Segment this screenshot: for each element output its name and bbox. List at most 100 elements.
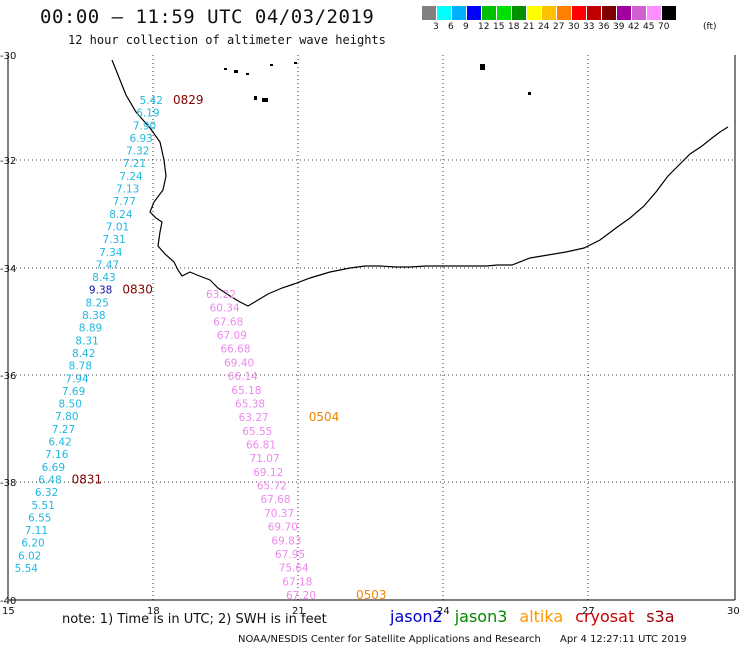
satellite-jason3: jason3	[454, 607, 508, 626]
footer-timestamp: Apr 4 12:27:11 UTC 2019	[560, 634, 687, 645]
swh-value: 9.38	[89, 285, 112, 297]
time-label: 0829	[173, 93, 204, 107]
swh-value: 7.24	[119, 171, 143, 183]
legend-label: 15	[493, 22, 505, 32]
legend-swatch	[467, 6, 482, 20]
footer-credit: NOAA/NESDIS Center for Satellite Applica…	[238, 634, 541, 645]
swh-value: 8.31	[75, 335, 98, 347]
swh-value: 75.64	[279, 563, 309, 575]
swh-value: 71.07	[250, 453, 280, 465]
swh-value: 6.55	[28, 512, 51, 524]
time-label: 0830	[122, 283, 153, 297]
swh-value: 66.14	[228, 371, 258, 383]
swh-value: 7.31	[102, 234, 125, 246]
lat-tick-label: -40	[0, 596, 16, 607]
legend-label: 45	[643, 22, 655, 32]
legend-label: 18	[508, 22, 520, 32]
legend-label: 9	[463, 22, 469, 32]
swh-value: 67.68	[213, 316, 243, 328]
swh-value: 69.83	[271, 535, 301, 547]
swh-value: 6.93	[129, 133, 152, 145]
island	[224, 68, 227, 70]
legend-label: 42	[628, 22, 640, 32]
color-legend	[422, 6, 677, 20]
swh-value: 67.20	[286, 590, 316, 602]
coastline	[111, 59, 729, 307]
swh-value: 7.34	[99, 247, 123, 259]
lon-tick-label: 30	[727, 606, 740, 617]
swh-value: 7.01	[106, 221, 129, 233]
lat-tick-label: -34	[0, 264, 16, 275]
swh-value: 67.18	[282, 576, 312, 588]
legend-label: 3	[433, 22, 439, 32]
island	[246, 73, 249, 75]
swh-value: 6.48	[38, 474, 61, 486]
swh-value: 67.95	[275, 549, 305, 561]
legend-swatch	[557, 6, 572, 20]
swh-value: 67.09	[217, 330, 247, 342]
note-text: note: 1) Time is in UTC; 2) SWH is in fe…	[62, 612, 327, 627]
swh-value: 7.77	[113, 196, 136, 208]
swh-value: 65.18	[231, 385, 261, 397]
island	[254, 96, 257, 100]
swh-value: 6.20	[21, 538, 44, 550]
legend-swatch	[452, 6, 467, 20]
swh-value: 8.50	[59, 399, 82, 411]
legend-unit: (ft)	[703, 22, 717, 32]
swh-value: 7.16	[45, 449, 69, 461]
legend-label: 30	[568, 22, 580, 32]
satellite-legend: jason2 jason3 altika cryosat s3a	[390, 607, 687, 626]
legend-label: 6	[448, 22, 454, 32]
swh-value: 6.69	[42, 462, 65, 474]
swh-value: 7.27	[52, 424, 75, 436]
legend-swatch	[422, 6, 437, 20]
island	[262, 98, 268, 102]
axis-ticks: 15 18 21 24 27 30 -30 -32 -34 -36 -38 -40	[0, 51, 740, 617]
legend-label: 70	[658, 22, 670, 32]
swh-value: 5.51	[32, 500, 55, 512]
swh-value: 7.90	[133, 120, 156, 132]
graticule	[8, 55, 735, 600]
swh-value: 63.27	[239, 412, 269, 424]
legend-swatch	[512, 6, 527, 20]
legend-label: 36	[598, 22, 610, 32]
swh-value: 69.40	[224, 357, 254, 369]
lon-tick-label: 15	[2, 606, 15, 617]
time-label: 0504	[309, 410, 340, 424]
swh-value: 6.42	[48, 437, 71, 449]
legend-swatch	[632, 6, 647, 20]
island	[528, 92, 531, 95]
swh-value: 6.19	[136, 108, 159, 120]
swh-value: 7.13	[116, 184, 139, 196]
swh-value: 6.02	[18, 550, 41, 562]
legend-swatch	[437, 6, 452, 20]
legend-swatch	[482, 6, 497, 20]
swh-value: 7.94	[65, 373, 89, 385]
swh-value: 65.55	[242, 426, 272, 438]
swh-value: 70.37	[264, 508, 294, 520]
swh-value: 66.68	[220, 344, 250, 356]
footer: NOAA/NESDIS Center for Satellite Applica…	[238, 634, 687, 645]
swh-value: 5.42	[140, 95, 163, 107]
time-label: 0831	[72, 472, 103, 486]
legend-label: 12	[478, 22, 490, 32]
legend-swatch	[662, 6, 677, 20]
swh-value: 69.70	[268, 522, 298, 534]
island	[294, 62, 297, 64]
lat-tick-label: -32	[0, 156, 16, 167]
lon-tick-label: 18	[147, 606, 160, 617]
swh-value: 8.78	[69, 361, 92, 373]
legend-swatch	[587, 6, 602, 20]
lon-tick-label: 24	[437, 606, 450, 617]
swh-value: 67.68	[260, 494, 290, 506]
satellite-altika: altika	[519, 607, 564, 626]
swh-value: 69.12	[253, 467, 283, 479]
swh-value: 8.42	[72, 348, 95, 360]
swh-value: 7.47	[96, 259, 119, 271]
lat-tick-label: -38	[0, 478, 16, 489]
swh-value: 7.69	[62, 386, 85, 398]
swh-value: 65.38	[235, 398, 265, 410]
swh-value: 63.22	[206, 289, 236, 301]
swh-value: 7.21	[123, 158, 146, 170]
